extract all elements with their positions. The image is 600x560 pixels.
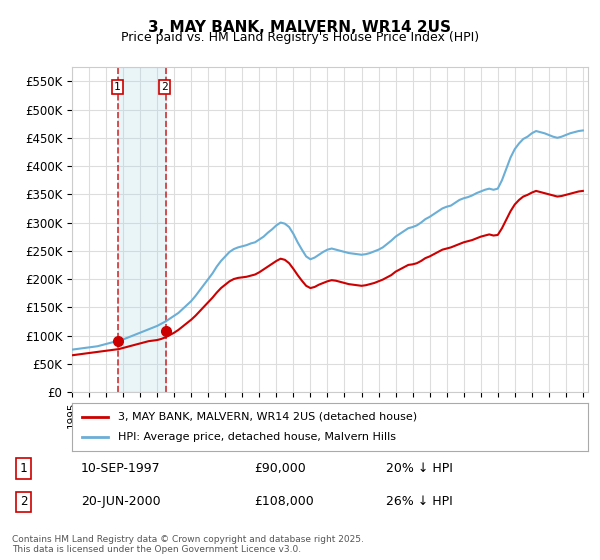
Text: 26% ↓ HPI: 26% ↓ HPI — [386, 496, 453, 508]
Text: 1: 1 — [20, 462, 27, 475]
Text: £108,000: £108,000 — [254, 496, 314, 508]
Text: 3, MAY BANK, MALVERN, WR14 2US (detached house): 3, MAY BANK, MALVERN, WR14 2US (detached… — [118, 412, 418, 422]
Text: 1: 1 — [114, 82, 121, 92]
Text: Price paid vs. HM Land Registry's House Price Index (HPI): Price paid vs. HM Land Registry's House … — [121, 31, 479, 44]
Text: 3, MAY BANK, MALVERN, WR14 2US: 3, MAY BANK, MALVERN, WR14 2US — [149, 20, 452, 35]
Text: 10-SEP-1997: 10-SEP-1997 — [81, 462, 161, 475]
Text: Contains HM Land Registry data © Crown copyright and database right 2025.
This d: Contains HM Land Registry data © Crown c… — [12, 535, 364, 554]
Text: £90,000: £90,000 — [254, 462, 305, 475]
Text: HPI: Average price, detached house, Malvern Hills: HPI: Average price, detached house, Malv… — [118, 432, 397, 442]
Text: 20-JUN-2000: 20-JUN-2000 — [81, 496, 161, 508]
Text: 2: 2 — [161, 82, 168, 92]
Text: 20% ↓ HPI: 20% ↓ HPI — [386, 462, 453, 475]
Bar — [118, 67, 166, 392]
Text: 2: 2 — [20, 496, 27, 508]
